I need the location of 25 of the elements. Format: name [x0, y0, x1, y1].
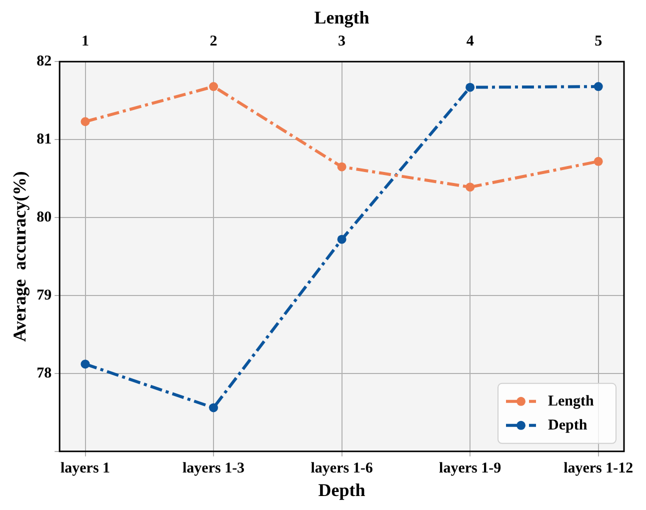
y-tick-label: 82: [36, 53, 52, 70]
x-tick-label: layers 1: [60, 460, 110, 476]
x-tick-label: layers 1-6: [310, 460, 374, 476]
x2-axis-title: Length: [314, 7, 370, 28]
x-tick-label: layers 1-12: [564, 460, 634, 476]
y-tick-label: 80: [36, 209, 52, 226]
point: [337, 234, 346, 244]
x2-tick-label: 2: [210, 33, 218, 50]
legend-label: Length: [548, 393, 594, 410]
y-tick-label: 79: [36, 287, 52, 304]
x2-tick-label: 4: [466, 33, 474, 50]
y-tick-label: 78: [36, 365, 52, 382]
point: [80, 360, 90, 369]
y-tick-label: 81: [36, 131, 52, 148]
x-tick-label: layers 1-3: [182, 460, 245, 476]
x2-tick-label: 1: [82, 33, 90, 50]
x2-tick-label: 3: [338, 33, 346, 50]
point: [209, 403, 218, 412]
legend-label: Depth: [548, 417, 588, 434]
point: [594, 82, 603, 92]
x2-tick-label: 5: [594, 33, 602, 50]
x-tick-label: layers 1-9: [439, 460, 502, 476]
x-axis-title: Depth: [318, 480, 366, 500]
y-axis-title: Average accuracy(%): [9, 171, 30, 342]
point: [466, 82, 475, 92]
